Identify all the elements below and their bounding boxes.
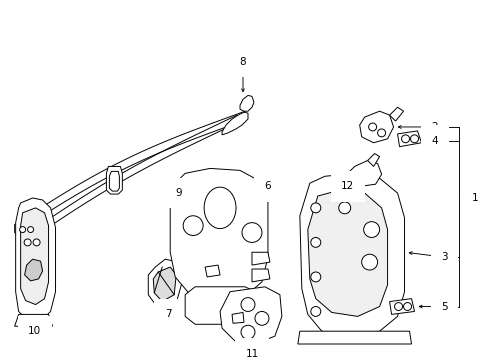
- Text: 1: 1: [471, 193, 478, 203]
- Polygon shape: [232, 312, 244, 323]
- Polygon shape: [349, 161, 381, 186]
- Polygon shape: [240, 95, 253, 111]
- Circle shape: [241, 325, 254, 339]
- Circle shape: [242, 223, 262, 242]
- Text: 11: 11: [245, 349, 258, 359]
- Circle shape: [254, 311, 268, 325]
- Polygon shape: [359, 111, 393, 143]
- Polygon shape: [15, 218, 37, 238]
- Circle shape: [401, 135, 408, 143]
- Polygon shape: [248, 344, 265, 354]
- Circle shape: [33, 239, 40, 246]
- Polygon shape: [389, 107, 403, 121]
- Polygon shape: [251, 252, 269, 265]
- Polygon shape: [389, 299, 414, 314]
- Circle shape: [24, 239, 31, 246]
- Text: 8: 8: [239, 57, 246, 67]
- Polygon shape: [22, 111, 244, 229]
- Polygon shape: [18, 230, 42, 251]
- Polygon shape: [307, 190, 387, 316]
- Polygon shape: [106, 166, 122, 194]
- Polygon shape: [185, 287, 262, 324]
- Circle shape: [410, 135, 418, 143]
- Ellipse shape: [203, 187, 236, 229]
- Polygon shape: [299, 173, 404, 336]
- Polygon shape: [397, 131, 421, 147]
- Polygon shape: [367, 154, 379, 166]
- Text: 5: 5: [440, 302, 447, 311]
- Circle shape: [363, 222, 379, 238]
- Circle shape: [27, 226, 34, 233]
- Text: 9: 9: [175, 188, 181, 198]
- Polygon shape: [24, 259, 42, 281]
- Circle shape: [310, 306, 320, 316]
- Polygon shape: [220, 287, 281, 344]
- Text: 3: 3: [440, 252, 447, 262]
- Circle shape: [377, 129, 385, 137]
- Polygon shape: [297, 331, 411, 344]
- Text: 4: 4: [430, 136, 437, 146]
- Circle shape: [183, 216, 203, 235]
- Circle shape: [403, 302, 411, 310]
- Text: 10: 10: [28, 326, 41, 336]
- Circle shape: [361, 254, 377, 270]
- Text: 6: 6: [264, 181, 271, 191]
- Circle shape: [241, 298, 254, 311]
- Text: 2: 2: [430, 122, 437, 132]
- Polygon shape: [222, 112, 247, 135]
- Circle shape: [310, 238, 320, 247]
- Circle shape: [368, 123, 376, 131]
- Polygon shape: [15, 314, 52, 326]
- Polygon shape: [148, 259, 182, 309]
- Circle shape: [394, 302, 402, 310]
- Polygon shape: [153, 267, 176, 302]
- Polygon shape: [109, 171, 119, 191]
- Polygon shape: [204, 265, 220, 277]
- Circle shape: [20, 226, 25, 233]
- Text: 12: 12: [341, 181, 354, 191]
- Circle shape: [310, 203, 320, 213]
- Text: 7: 7: [164, 309, 171, 319]
- Polygon shape: [251, 269, 269, 282]
- Polygon shape: [20, 208, 48, 305]
- Polygon shape: [170, 168, 267, 302]
- Polygon shape: [16, 198, 56, 321]
- Circle shape: [338, 202, 350, 214]
- Circle shape: [310, 272, 320, 282]
